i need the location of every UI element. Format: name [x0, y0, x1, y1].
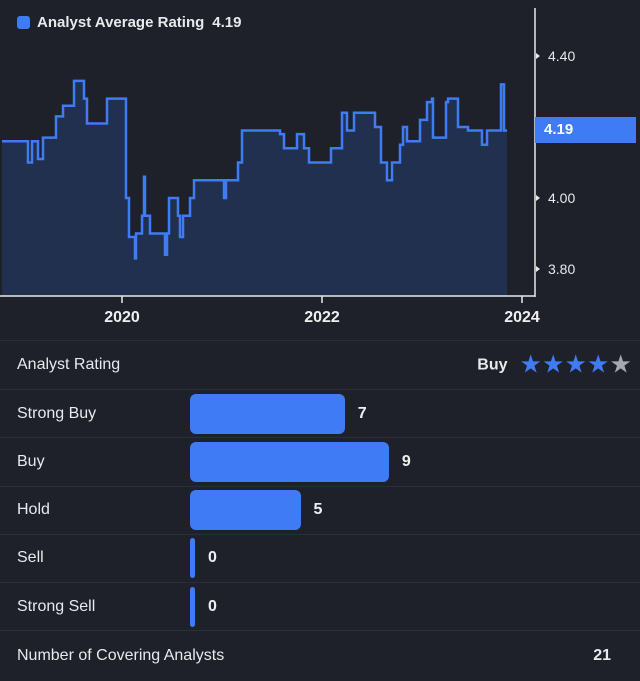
rating-count-bar — [190, 538, 195, 579]
covering-analysts-count: 21 — [593, 647, 611, 664]
analyst-rating-row: Analyst Rating Buy ★ ★ ★ ★ ★ — [0, 340, 640, 389]
chart-plot — [0, 8, 540, 303]
y-tick-label: 3.80 — [548, 261, 576, 277]
rating-category-label: Strong Buy — [17, 404, 97, 422]
rating-summary: Buy ★ ★ ★ ★ ★ — [477, 350, 633, 379]
legend-label: Analyst Average Rating — [37, 14, 205, 31]
star-rating: ★ ★ ★ ★ ★ — [519, 350, 633, 379]
star-filled-icon: ★ — [542, 350, 565, 379]
chart-legend: Analyst Average Rating 4.19 — [17, 14, 241, 31]
legend-swatch — [17, 16, 30, 29]
rating-chart: Analyst Average Rating 4.19 4.40 4.00 3.… — [0, 0, 640, 340]
covering-analysts-label: Number of Covering Analysts — [17, 647, 225, 664]
rating-count-label: 0 — [208, 549, 217, 567]
y-tick — [536, 266, 540, 272]
rating-category-label: Buy — [17, 452, 45, 470]
y-tick-label: 4.00 — [548, 190, 576, 206]
rating-count-label: 0 — [208, 597, 217, 615]
rating-count-label: 9 — [401, 452, 411, 470]
rating-value: Buy — [477, 356, 508, 373]
series-area — [2, 80, 507, 296]
legend-value: 4.19 — [212, 14, 242, 31]
y-tick-label: 4.40 — [548, 48, 576, 64]
star-empty-icon: ★ — [609, 350, 632, 379]
star-filled-icon: ★ — [564, 350, 587, 379]
series-line — [2, 79, 507, 260]
current-value-label: 4.19 — [535, 117, 636, 143]
rating-count-bar — [190, 393, 345, 434]
rating-count-bar — [190, 441, 389, 482]
rating-distribution-row: Hold 5 — [0, 485, 640, 534]
analyst-rating-label: Analyst Rating — [17, 356, 121, 373]
rating-count-bar — [190, 586, 195, 627]
rating-count-label: 5 — [313, 501, 323, 519]
rating-category-label: Strong Sell — [17, 597, 96, 615]
covering-analysts-row: Number of Covering Analysts 21 — [0, 630, 640, 681]
rating-count-label: 7 — [357, 404, 367, 422]
y-tick — [536, 53, 540, 59]
rating-count-bar — [190, 490, 301, 531]
rating-category-label: Hold — [17, 501, 50, 519]
x-tick-label: 2022 — [304, 309, 340, 326]
rating-distribution-row: Strong Sell 0 — [0, 582, 640, 630]
x-tick-label: 2024 — [504, 309, 540, 326]
rating-category-label: Sell — [17, 549, 44, 567]
x-tick-label: 2020 — [104, 309, 140, 326]
star-filled-icon: ★ — [587, 350, 610, 379]
y-tick — [536, 195, 540, 201]
rating-distribution-row: Buy 9 — [0, 437, 640, 485]
star-filled-icon: ★ — [519, 350, 542, 379]
rating-distribution-row: Strong Buy 7 — [0, 389, 640, 437]
rating-distribution-row: Sell 0 — [0, 533, 640, 582]
